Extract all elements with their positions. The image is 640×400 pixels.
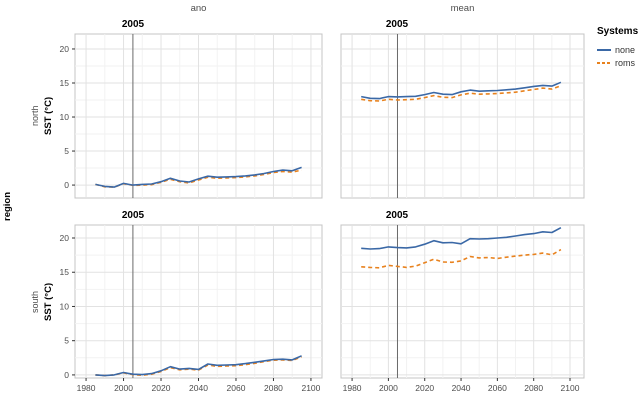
y-tick-label: 0	[64, 180, 69, 190]
series-line-none	[361, 226, 562, 250]
x-tick-label: 2060	[227, 383, 246, 393]
x-tick-label: 2060	[488, 383, 507, 393]
gridlines	[75, 225, 322, 378]
vline-label-south-mean: 2005	[385, 210, 409, 221]
panel-south-mean: 1980 2000 2020 2040 2060 2080 2100	[340, 224, 585, 393]
x-tick-label: 1980	[343, 383, 362, 393]
vline-label-south-ano: 2005	[121, 210, 145, 221]
facet-col-header-mean: mean	[450, 3, 475, 14]
x-tick-label: 2000	[114, 383, 133, 393]
x-tick-label: 2000	[379, 383, 398, 393]
x-tick-label: 2080	[524, 383, 543, 393]
y-tick-label: 5	[64, 336, 69, 346]
legend-key-solid-line-icon	[597, 48, 611, 51]
outer-row-label-region: region	[2, 191, 13, 221]
x-tick-label: 2040	[189, 383, 208, 393]
x-tick-label: 2100	[301, 383, 320, 393]
x-tick-label: 2080	[264, 383, 283, 393]
y-tick-label: 10	[60, 301, 70, 311]
legend-item-roms: roms	[597, 56, 640, 69]
vline-label-north-mean: 2005	[385, 19, 409, 30]
y-axis-title-north: SST (°C)	[43, 96, 54, 136]
legend-label-roms: roms	[615, 57, 635, 68]
x-tick-label: 1980	[77, 383, 96, 393]
y-tick-label: 20	[60, 233, 70, 243]
y-tick-label: 10	[60, 112, 70, 122]
x-tick-label: 2020	[415, 383, 434, 393]
panel-south-ano: 1980 2000 2020 2040 2060 2080 2100 0 5 10 15 20	[60, 224, 323, 393]
gridlines	[341, 34, 584, 198]
series-line-roms	[361, 84, 562, 102]
series-line-none	[95, 355, 302, 377]
series-line-none	[361, 81, 562, 100]
series-line-roms	[361, 248, 562, 269]
gridlines	[341, 225, 584, 378]
series-line-none	[95, 166, 302, 188]
facet-row-header-south: south	[30, 290, 40, 313]
x-tick-label: 2100	[561, 383, 580, 393]
panel-north-ano: 0 5 10 15 20	[60, 33, 323, 199]
legend: Systems none roms	[597, 26, 640, 69]
panel-north-mean	[340, 33, 585, 199]
y-tick-label: 5	[64, 146, 69, 156]
y-tick-label: 20	[60, 44, 70, 54]
y-tick-label: 0	[64, 370, 69, 380]
legend-item-none: none	[597, 43, 640, 56]
legend-label-none: none	[615, 44, 636, 55]
facet-col-header-ano: ano	[190, 3, 207, 14]
y-tick-label: 15	[60, 267, 70, 277]
x-tick-label: 2020	[152, 383, 171, 393]
facet-row-header-north: north	[30, 105, 40, 127]
vline-label-north-ano: 2005	[121, 19, 145, 30]
x-tick-label: 2040	[452, 383, 471, 393]
y-tick-label: 15	[60, 78, 70, 88]
y-axis-title-south: SST (°C)	[43, 282, 54, 321]
legend-key-dashed-line-icon	[597, 61, 611, 64]
legend-title: Systems	[597, 26, 639, 37]
gridlines	[75, 34, 322, 198]
